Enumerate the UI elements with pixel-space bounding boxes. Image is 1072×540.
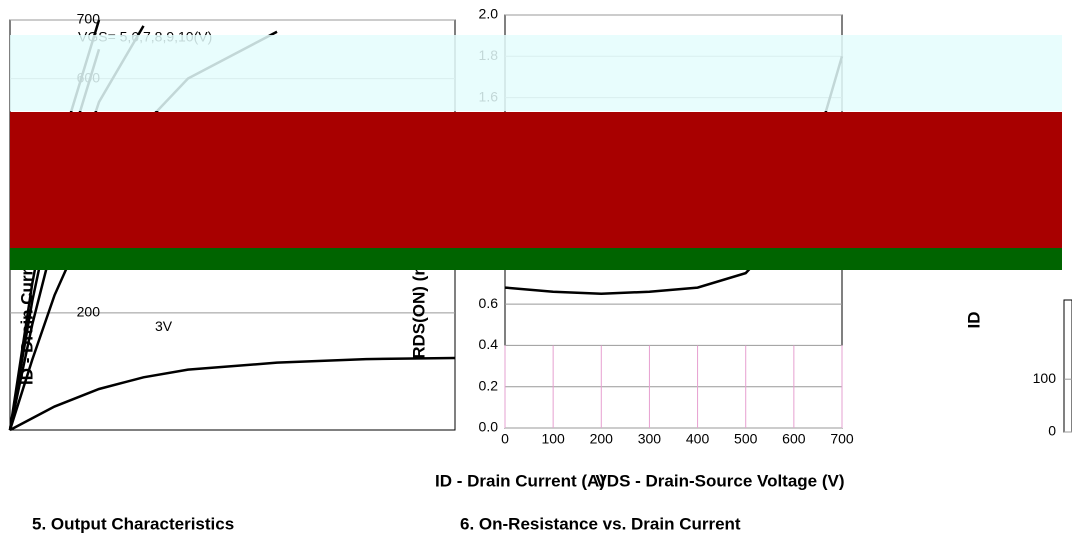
x-axis-label: VDS - Drain-Source Voltage (V) bbox=[595, 471, 844, 490]
overlays bbox=[10, 35, 1062, 270]
y-tick-label: 0.2 bbox=[479, 377, 499, 393]
y-tick-label: 700 bbox=[77, 11, 101, 27]
x-axis-label: ID - Drain Current (A) bbox=[435, 471, 605, 490]
caption: 6. On-Resistance vs. Drain Current bbox=[460, 514, 741, 533]
series-label: 3V bbox=[155, 318, 173, 334]
glitch-red bbox=[10, 112, 1062, 248]
y-axis-label: ID bbox=[964, 312, 983, 329]
glitch-green bbox=[10, 248, 1062, 270]
x-tick-label: 400 bbox=[686, 431, 710, 447]
x-tick-label: 300 bbox=[638, 431, 662, 447]
x-tick-label: 200 bbox=[590, 431, 614, 447]
plot-area bbox=[1063, 299, 1072, 433]
glitch-cyan bbox=[10, 35, 1062, 111]
x-tick-label: 0 bbox=[501, 431, 509, 447]
y-tick-label: 0.4 bbox=[479, 336, 499, 352]
y-tick-label: 0.0 bbox=[479, 419, 499, 435]
y-tick-label: 200 bbox=[77, 304, 101, 320]
y-axis-label: RDS(ON) (mΩ) bbox=[409, 241, 428, 359]
x-tick-label: 500 bbox=[734, 431, 758, 447]
y-tick-label: 0 bbox=[1048, 423, 1056, 439]
caption: 5. Output Characteristics bbox=[32, 514, 234, 533]
y-tick-label: 0.6 bbox=[479, 295, 499, 311]
series-line bbox=[9, 356, 456, 432]
y-tick-label: 100 bbox=[1033, 370, 1057, 386]
y-tick-label: 2.0 bbox=[479, 6, 499, 22]
x-tick-label: 100 bbox=[541, 431, 565, 447]
x-tick-label: 600 bbox=[782, 431, 806, 447]
x-tick-label: 700 bbox=[830, 431, 854, 447]
